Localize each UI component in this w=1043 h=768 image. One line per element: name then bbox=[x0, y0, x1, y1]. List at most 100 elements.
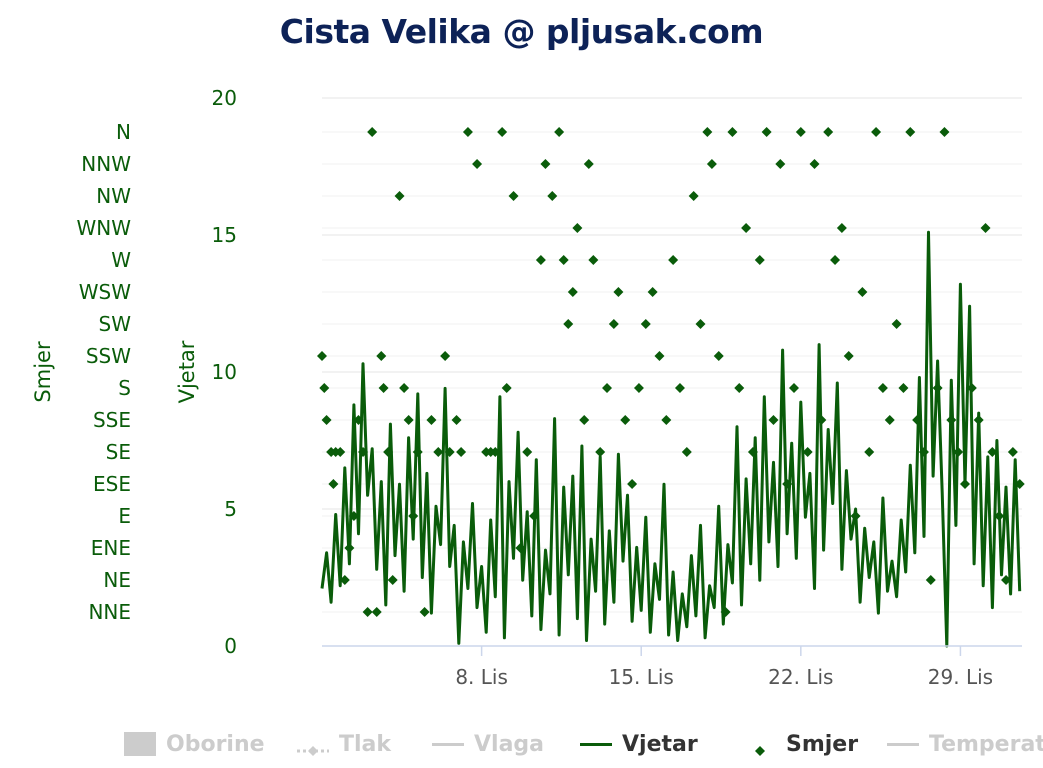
direction-point[interactable] bbox=[408, 511, 419, 521]
direction-point[interactable] bbox=[1014, 479, 1025, 489]
direction-point[interactable] bbox=[1001, 575, 1012, 585]
direction-point[interactable] bbox=[399, 383, 410, 393]
direction-point[interactable] bbox=[371, 607, 382, 617]
direction-point[interactable] bbox=[668, 255, 679, 265]
direction-point[interactable] bbox=[426, 415, 437, 425]
direction-point[interactable] bbox=[344, 543, 355, 553]
direction-point[interactable] bbox=[816, 415, 827, 425]
direction-point[interactable] bbox=[540, 159, 551, 169]
direction-point[interactable] bbox=[572, 223, 583, 233]
direction-point[interactable] bbox=[627, 479, 638, 489]
direction-point[interactable] bbox=[583, 159, 594, 169]
direction-point[interactable] bbox=[788, 383, 799, 393]
direction-point[interactable] bbox=[444, 447, 455, 457]
direction-point[interactable] bbox=[472, 159, 483, 169]
direction-point[interactable] bbox=[850, 511, 861, 521]
direction-point[interactable] bbox=[939, 127, 950, 137]
direction-point[interactable] bbox=[688, 191, 699, 201]
direction-point[interactable] bbox=[966, 383, 977, 393]
direction-point[interactable] bbox=[695, 319, 706, 329]
direction-point[interactable] bbox=[394, 191, 405, 201]
direction-point[interactable] bbox=[339, 575, 350, 585]
direction-point[interactable] bbox=[987, 447, 998, 457]
direction-point[interactable] bbox=[588, 255, 599, 265]
legend-item-smjer[interactable]: Smjer bbox=[744, 726, 858, 762]
direction-point[interactable] bbox=[754, 255, 765, 265]
direction-point[interactable] bbox=[857, 287, 868, 297]
direction-point[interactable] bbox=[1007, 447, 1018, 457]
direction-point[interactable] bbox=[362, 607, 373, 617]
direction-point[interactable] bbox=[515, 543, 526, 553]
direction-point[interactable] bbox=[419, 607, 430, 617]
direction-point[interactable] bbox=[620, 415, 631, 425]
legend-item-vlaga[interactable]: Vlaga bbox=[432, 726, 544, 762]
direction-point[interactable] bbox=[823, 127, 834, 137]
direction-point[interactable] bbox=[877, 383, 888, 393]
direction-point[interactable] bbox=[608, 319, 619, 329]
direction-point[interactable] bbox=[529, 511, 540, 521]
direction-point[interactable] bbox=[508, 191, 519, 201]
legend-item-tlak[interactable]: Tlak bbox=[297, 726, 391, 762]
direction-point[interactable] bbox=[602, 383, 613, 393]
direction-point[interactable] bbox=[674, 383, 685, 393]
legend-item-temperatu[interactable]: Temperatu bbox=[887, 726, 1043, 762]
direction-point[interactable] bbox=[567, 287, 578, 297]
direction-point[interactable] bbox=[959, 479, 970, 489]
direction-point[interactable] bbox=[706, 159, 717, 169]
direction-point[interactable] bbox=[387, 575, 398, 585]
direction-point[interactable] bbox=[497, 127, 508, 137]
direction-point[interactable] bbox=[912, 415, 923, 425]
direction-point[interactable] bbox=[595, 447, 606, 457]
direction-point[interactable] bbox=[925, 575, 936, 585]
direction-point[interactable] bbox=[884, 415, 895, 425]
direction-point[interactable] bbox=[782, 479, 793, 489]
direction-point[interactable] bbox=[932, 383, 943, 393]
direction-point[interactable] bbox=[809, 159, 820, 169]
direction-point[interactable] bbox=[864, 447, 875, 457]
direction-point[interactable] bbox=[768, 415, 779, 425]
direction-point[interactable] bbox=[554, 127, 565, 137]
direction-point[interactable] bbox=[522, 447, 533, 457]
direction-point[interactable] bbox=[317, 351, 327, 361]
direction-point[interactable] bbox=[727, 127, 738, 137]
direction-point[interactable] bbox=[980, 223, 991, 233]
direction-point[interactable] bbox=[741, 223, 752, 233]
direction-point[interactable] bbox=[661, 415, 672, 425]
direction-point[interactable] bbox=[702, 127, 713, 137]
direction-point[interactable] bbox=[802, 447, 813, 457]
direction-point[interactable] bbox=[898, 383, 909, 393]
direction-point[interactable] bbox=[734, 383, 745, 393]
direction-point[interactable] bbox=[440, 351, 451, 361]
direction-point[interactable] bbox=[647, 287, 658, 297]
direction-point[interactable] bbox=[775, 159, 786, 169]
direction-point[interactable] bbox=[905, 127, 916, 137]
direction-point[interactable] bbox=[433, 447, 444, 457]
direction-point[interactable] bbox=[640, 319, 651, 329]
wind-line[interactable] bbox=[320, 230, 1022, 648]
direction-point[interactable] bbox=[328, 479, 339, 489]
direction-point[interactable] bbox=[412, 447, 423, 457]
direction-point[interactable] bbox=[918, 447, 929, 457]
legend-item-vjetar[interactable]: Vjetar bbox=[580, 726, 698, 762]
direction-point[interactable] bbox=[613, 287, 624, 297]
direction-point[interactable] bbox=[871, 127, 882, 137]
direction-point[interactable] bbox=[456, 447, 467, 457]
direction-point[interactable] bbox=[953, 447, 964, 457]
direction-point[interactable] bbox=[720, 607, 731, 617]
direction-point[interactable] bbox=[654, 351, 665, 361]
direction-point[interactable] bbox=[994, 511, 1005, 521]
direction-point[interactable] bbox=[321, 415, 332, 425]
direction-point[interactable] bbox=[795, 127, 806, 137]
direction-point[interactable] bbox=[358, 447, 369, 457]
direction-point[interactable] bbox=[367, 127, 378, 137]
direction-point[interactable] bbox=[558, 255, 569, 265]
direction-point[interactable] bbox=[319, 383, 330, 393]
series-vjetar[interactable] bbox=[320, 230, 1022, 648]
direction-point[interactable] bbox=[747, 447, 758, 457]
direction-point[interactable] bbox=[403, 415, 414, 425]
direction-point[interactable] bbox=[681, 447, 692, 457]
direction-point[interactable] bbox=[376, 351, 387, 361]
direction-point[interactable] bbox=[891, 319, 902, 329]
series-smjer[interactable] bbox=[317, 127, 1025, 617]
direction-point[interactable] bbox=[830, 255, 841, 265]
